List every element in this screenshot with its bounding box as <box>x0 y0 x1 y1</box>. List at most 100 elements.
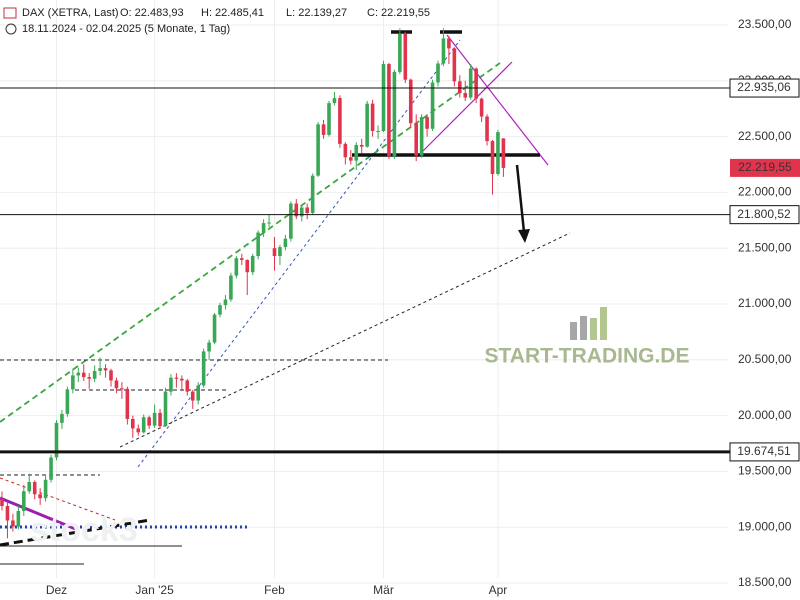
candle-body <box>310 175 315 214</box>
candle-body <box>76 372 81 376</box>
candle-body <box>381 64 386 132</box>
ohlc-close: C: 22.219,55 <box>367 7 430 19</box>
candle-body <box>180 378 184 381</box>
candle-body <box>343 143 348 158</box>
candle-body <box>190 391 195 401</box>
candle-body <box>468 68 473 98</box>
symbol: DAX (XETRA, Last) <box>22 7 119 19</box>
candle-body <box>65 389 70 414</box>
candle-body <box>419 117 424 156</box>
candle-body <box>223 299 228 306</box>
candle-body <box>354 144 359 161</box>
candle-body <box>305 207 309 214</box>
candle-body <box>299 207 304 217</box>
ohlc-open: O: 22.483,93 <box>120 7 184 19</box>
candle-body <box>234 258 239 276</box>
candle-body <box>158 412 162 427</box>
candle-body <box>152 412 157 426</box>
level-tag <box>729 78 800 98</box>
candle-body <box>272 248 277 257</box>
candle-body <box>250 256 255 273</box>
plot <box>0 28 730 539</box>
candle-body <box>92 370 97 379</box>
candle-body <box>71 375 75 390</box>
level-tag <box>729 442 800 462</box>
candle-body <box>447 38 451 49</box>
candle-body <box>125 388 130 419</box>
arrow <box>515 164 526 233</box>
y-tick-label: 20.500,00 <box>738 352 792 366</box>
candle-body <box>392 71 397 157</box>
y-tick-label: 19.500,00 <box>738 464 792 478</box>
icon <box>3 7 17 19</box>
candle-body <box>201 351 206 386</box>
candle-body <box>60 413 64 423</box>
price-tag-label: 22.219,55 <box>738 160 792 174</box>
candle-body <box>0 499 4 506</box>
arrow-head <box>518 229 530 243</box>
candle-body <box>27 482 32 492</box>
candle-body <box>430 82 435 129</box>
candle-body <box>169 377 173 392</box>
x-tick-label: Feb <box>264 583 285 597</box>
candle-body <box>22 491 26 512</box>
candle-body <box>490 141 495 174</box>
level-tag-label: 19.674,51 <box>737 444 791 458</box>
candle-body <box>103 368 108 371</box>
candle-body <box>81 372 86 378</box>
y-tick-label: 20.000,00 <box>738 408 792 422</box>
trend-line <box>119 232 571 448</box>
watermark: START-TRADING.DE <box>485 345 690 368</box>
candle-body <box>43 479 48 499</box>
candle-body <box>136 428 141 433</box>
level-tag <box>729 205 800 225</box>
level-tag-label: 21.800,52 <box>737 207 791 221</box>
candle-body <box>436 63 440 83</box>
candle-body <box>11 520 15 527</box>
x-tick-label: Dez <box>46 583 67 597</box>
candle-body <box>403 33 408 80</box>
candle-body <box>32 482 37 495</box>
candle-body <box>349 157 353 161</box>
candle-body <box>141 417 146 433</box>
y-tick-label: 23.500,00 <box>738 17 792 31</box>
x-tick-label: Apr <box>489 583 508 597</box>
ohlc-low: L: 22.139,27 <box>286 7 347 19</box>
y-tick-label: 18.500,00 <box>738 575 792 589</box>
candle-body <box>425 117 429 129</box>
candle-body <box>365 103 369 147</box>
candle-body <box>120 388 124 390</box>
candle-body <box>496 132 500 174</box>
watermark: stock3 <box>30 511 138 549</box>
candle-body <box>114 380 119 389</box>
candle-body <box>370 103 375 132</box>
candle-body <box>474 68 478 99</box>
candle-body <box>54 422 59 458</box>
candle-body <box>321 124 326 135</box>
candle-body <box>256 232 260 257</box>
trend-line <box>0 477 116 521</box>
candle-body <box>49 457 53 480</box>
y-tick-label: 22.000,00 <box>738 185 792 199</box>
trend-line <box>137 39 461 468</box>
candle-body <box>458 81 462 94</box>
candle-body <box>229 275 233 300</box>
candle-body <box>174 377 179 379</box>
price-tag <box>730 158 800 177</box>
candle-body <box>338 98 342 144</box>
candle-body <box>218 305 222 315</box>
trend-line <box>421 61 513 153</box>
candle-body <box>98 368 102 371</box>
candle-body <box>245 259 250 273</box>
trend-line <box>0 496 79 532</box>
candle-body <box>163 391 168 427</box>
candle-body <box>16 511 21 527</box>
candle-body <box>294 203 299 217</box>
candle-body <box>185 380 190 392</box>
axis: 18.500,00 19.000,00 19.500,00 20.000,00 20.5… <box>46 17 800 597</box>
candle-body <box>207 342 211 352</box>
candle-body <box>147 417 151 426</box>
watermark-logo <box>570 307 607 340</box>
y-tick-label: 21.500,00 <box>738 240 792 254</box>
